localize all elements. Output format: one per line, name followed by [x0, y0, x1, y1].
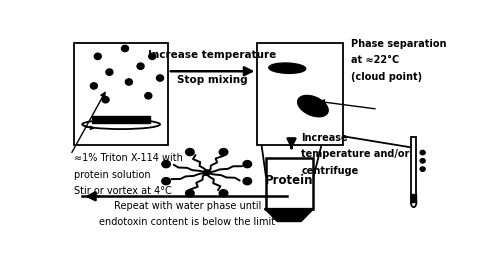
- Ellipse shape: [121, 45, 128, 52]
- Text: Stir or vortex at 4°C: Stir or vortex at 4°C: [74, 186, 172, 196]
- Ellipse shape: [185, 190, 194, 197]
- Ellipse shape: [94, 53, 101, 59]
- Bar: [266, 158, 312, 209]
- Ellipse shape: [297, 95, 328, 117]
- Text: Repeat with water phase until: Repeat with water phase until: [113, 201, 261, 211]
- Ellipse shape: [90, 83, 97, 89]
- Text: temperature and/or: temperature and/or: [301, 150, 409, 159]
- Ellipse shape: [137, 63, 144, 69]
- Text: Phase separation: Phase separation: [350, 39, 445, 49]
- Ellipse shape: [419, 159, 424, 163]
- Text: centrifuge: centrifuge: [301, 166, 358, 176]
- Ellipse shape: [419, 167, 424, 171]
- Ellipse shape: [148, 53, 155, 59]
- Polygon shape: [266, 209, 312, 221]
- Text: Protein: Protein: [265, 174, 313, 187]
- Bar: [92, 116, 150, 123]
- Text: Increase: Increase: [301, 133, 347, 143]
- Ellipse shape: [102, 97, 109, 103]
- Text: ≈1% Triton X-114 with: ≈1% Triton X-114 with: [74, 153, 183, 163]
- Ellipse shape: [161, 161, 170, 168]
- Ellipse shape: [219, 148, 227, 156]
- Ellipse shape: [268, 63, 305, 73]
- Text: at ≈22°C: at ≈22°C: [350, 55, 398, 65]
- Bar: [410, 137, 415, 202]
- Text: endotoxin content is below the limit: endotoxin content is below the limit: [99, 217, 275, 227]
- Bar: [257, 42, 342, 145]
- Ellipse shape: [106, 69, 113, 75]
- Bar: [410, 194, 415, 202]
- Ellipse shape: [203, 170, 210, 175]
- Ellipse shape: [219, 190, 227, 197]
- Ellipse shape: [242, 178, 251, 185]
- Text: (cloud point): (cloud point): [350, 72, 421, 82]
- Text: Increase temperature: Increase temperature: [148, 50, 276, 60]
- Text: protein solution: protein solution: [74, 170, 151, 180]
- Ellipse shape: [145, 93, 151, 99]
- Text: Stop mixing: Stop mixing: [177, 75, 247, 85]
- Ellipse shape: [185, 148, 194, 156]
- Ellipse shape: [125, 79, 132, 85]
- Bar: [74, 42, 167, 145]
- Ellipse shape: [242, 161, 251, 168]
- Ellipse shape: [156, 75, 163, 81]
- Ellipse shape: [419, 150, 424, 155]
- Ellipse shape: [161, 178, 170, 185]
